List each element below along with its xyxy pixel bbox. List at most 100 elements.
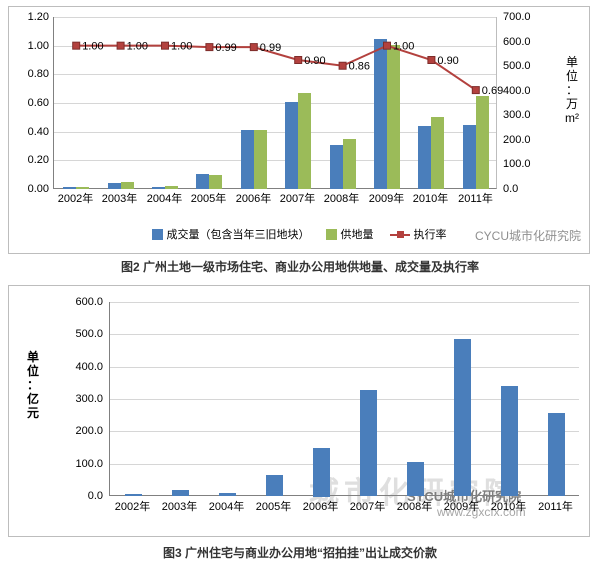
figure3-caption: 图3 广州住宅与商业办公用地“招拍挂”出让成交价款 bbox=[162, 546, 437, 560]
line-point-label-0: 1.00 bbox=[82, 41, 103, 53]
grid-line bbox=[54, 46, 496, 47]
x-axis-label: 2009年 bbox=[443, 501, 480, 513]
x-axis-label: 2004年 bbox=[208, 501, 245, 513]
grid-line bbox=[54, 132, 496, 133]
y-axis-right-tick: 200.0 bbox=[503, 134, 531, 146]
bar-chengjiaoliang-1 bbox=[108, 183, 121, 189]
x-axis-label: 2002年 bbox=[114, 501, 151, 513]
legend-line-marker bbox=[396, 230, 404, 238]
legend-label: 供地量 bbox=[340, 229, 374, 241]
bar-chengjiaoliang-9 bbox=[463, 125, 476, 189]
legend-label: 执行率 bbox=[413, 229, 447, 241]
line-marker-1 bbox=[116, 41, 125, 50]
y-axis-left-tick: 0.40 bbox=[27, 126, 49, 138]
right-axis-unit-label: 单位：万 m² bbox=[565, 55, 579, 125]
y-axis-right-tick: 400.0 bbox=[503, 85, 531, 97]
bar-chengjiao-jiakuan-8 bbox=[501, 386, 518, 496]
y-axis-left-tick: 0.20 bbox=[27, 154, 49, 166]
y-axis-left-tick: 1.20 bbox=[27, 11, 49, 23]
legend-item-2: 执行率 bbox=[389, 226, 447, 242]
line-marker-5 bbox=[294, 56, 303, 64]
bar-gongdiliang-5 bbox=[298, 93, 311, 189]
line-marker-7 bbox=[383, 41, 391, 50]
grid-line bbox=[110, 367, 579, 368]
legend-swatch-icon bbox=[325, 228, 337, 240]
bar-chengjiao-jiakuan-2 bbox=[219, 493, 236, 496]
line-marker-6 bbox=[338, 61, 347, 70]
grid-line bbox=[110, 431, 579, 432]
line-marker-9 bbox=[471, 86, 480, 95]
bar-chengjiaoliang-4 bbox=[241, 130, 254, 189]
bar-chengjiaoliang-5 bbox=[285, 102, 298, 189]
chart-panel-transaction-value: 单位：亿元 城市化研究院 SYCU城市化研究院 www.zgxcfx.com 0… bbox=[8, 285, 590, 537]
y-axis-left-tick: 0.60 bbox=[27, 97, 49, 109]
bar-chengjiao-jiakuan-7 bbox=[454, 339, 471, 496]
x-axis-label: 2008年 bbox=[323, 193, 360, 205]
figure2-caption: 图2 广州土地一级市场住宅、商业办公用地供地量、成交量及执行率 bbox=[120, 260, 479, 274]
y-axis-left-tick: 1.00 bbox=[27, 40, 49, 52]
y-axis-tick: 400.0 bbox=[75, 361, 103, 373]
grid-line bbox=[110, 464, 579, 465]
line-point-label-7: 1.00 bbox=[393, 41, 414, 53]
legend-line-swatch-icon bbox=[389, 230, 410, 239]
legend-swatch-icon bbox=[151, 228, 163, 240]
line-point-label-6: 0.86 bbox=[349, 61, 370, 73]
bar-chengjiao-jiakuan-6 bbox=[407, 462, 424, 496]
x-axis-label: 2008年 bbox=[396, 501, 433, 513]
y-axis-right-tick: 500.0 bbox=[503, 60, 531, 72]
y-axis-right-tick: 600.0 bbox=[503, 36, 531, 48]
bar-gongdiliang-4 bbox=[254, 130, 267, 189]
bar-gongdiliang-9 bbox=[476, 96, 489, 189]
unit-label-char: 单 bbox=[565, 55, 578, 69]
x-axis-label: 2002年 bbox=[57, 193, 94, 205]
plot-area-2 bbox=[109, 302, 579, 497]
line-marker-8 bbox=[427, 56, 436, 64]
watermark-top-chart: CYCU城市化研究院 bbox=[474, 229, 581, 243]
bar-chengjiao-jiakuan-5 bbox=[360, 390, 377, 496]
unit-label-char: 位 bbox=[27, 364, 40, 378]
line-marker-4 bbox=[249, 43, 258, 52]
grid-line bbox=[54, 17, 496, 18]
line-marker-0 bbox=[72, 41, 81, 50]
bar-gongdiliang-1 bbox=[121, 182, 134, 189]
line-point-label-8: 0.90 bbox=[437, 55, 458, 67]
chart-panel-land-supply: 单位：万 m² CYCU城市化研究院 1.00 1.00 1.00 0.99 0.99 0.… bbox=[8, 6, 590, 254]
line-point-label-5: 0.90 bbox=[304, 55, 325, 67]
x-axis-label: 2003年 bbox=[101, 193, 138, 205]
y-axis-left-tick: 0.00 bbox=[27, 183, 49, 195]
bar-gongdiliang-3 bbox=[209, 175, 222, 189]
unit-label-char: 位 bbox=[565, 69, 578, 83]
bar-chengjiaoliang-6 bbox=[330, 145, 343, 189]
x-axis-label: 2007年 bbox=[349, 501, 386, 513]
legend-item-1: 供地量 bbox=[325, 226, 374, 242]
y-axis-right-tick: 300.0 bbox=[503, 109, 531, 121]
watermark-url: www.zgxcfx.com bbox=[437, 505, 526, 519]
unit-label-char: 亿 bbox=[27, 392, 40, 406]
line-point-label-4: 0.99 bbox=[260, 42, 281, 54]
line-marker-2 bbox=[161, 41, 169, 50]
x-axis-label: 2011年 bbox=[458, 193, 493, 205]
bar-chengjiaoliang-8 bbox=[418, 126, 431, 189]
plot-area-1: 1.00 1.00 1.00 0.99 0.99 0.90 0.86 1.00 0.90 0.69 bbox=[53, 17, 503, 189]
legend-label: 成交量（包含当年三旧地块） bbox=[166, 229, 310, 241]
y-axis-tick: 500.0 bbox=[75, 328, 103, 340]
grid-line bbox=[110, 399, 579, 400]
unit-label-char: 万 bbox=[565, 97, 578, 111]
x-axis-label: 2006年 bbox=[302, 501, 339, 513]
x-axis-label: 2010年 bbox=[412, 193, 449, 205]
left-axis-unit-label: 单位：亿元 bbox=[27, 350, 39, 420]
bar-chengjiao-jiakuan-0 bbox=[125, 494, 142, 496]
bar-chengjiao-jiakuan-9 bbox=[548, 413, 565, 496]
bar-gongdiliang-0 bbox=[76, 187, 89, 189]
line-marker-3 bbox=[205, 43, 214, 52]
x-axis-label: 2004年 bbox=[146, 193, 183, 205]
unit-label-char: ： bbox=[565, 83, 578, 97]
legend: 成交量（包含当年三旧地块） 供地量 执行率 bbox=[9, 226, 589, 242]
y-axis-left-tick: 0.80 bbox=[27, 68, 49, 80]
x-axis-label: 2010年 bbox=[490, 501, 527, 513]
bar-chengjiao-jiakuan-1 bbox=[172, 490, 189, 496]
line-point-label-9: 0.69 bbox=[482, 85, 503, 97]
bar-chengjiao-jiakuan-4 bbox=[313, 448, 330, 497]
y-axis-right-tick: 700.0 bbox=[503, 11, 531, 23]
